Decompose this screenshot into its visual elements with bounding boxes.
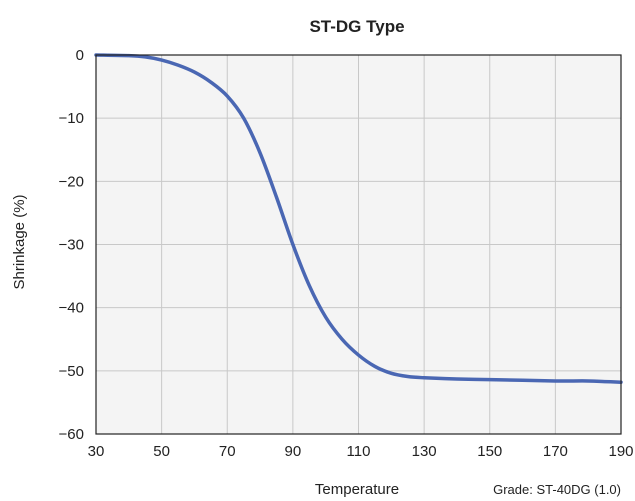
x-axis-label: Temperature: [315, 481, 399, 498]
series-layer: [94, 53, 623, 384]
y-axis-ticks: 0 −10 −20 −30 −40 −50 −60: [59, 47, 84, 443]
x-tick-label: 50: [153, 443, 170, 460]
plot-frame: [95, 54, 622, 435]
y-tick-label: −60: [59, 426, 84, 443]
x-tick-label: 150: [477, 443, 502, 460]
x-tick-label: 130: [412, 443, 437, 460]
x-tick-label: 110: [347, 443, 371, 460]
x-tick-label: 70: [219, 443, 236, 460]
y-tick-label: −50: [59, 363, 84, 380]
x-tick-label: 90: [285, 443, 302, 460]
x-tick-label: 30: [88, 443, 105, 460]
x-tick-label: 170: [543, 443, 568, 460]
y-tick-label: 0: [76, 47, 84, 64]
y-tick-label: −10: [59, 110, 84, 127]
y-tick-label: −30: [59, 237, 84, 254]
x-axis-ticks: 30 50 70 90 110 130 150 170 190: [88, 443, 634, 460]
grade-annotation: Grade: ST-40DG (1.0): [493, 482, 621, 497]
series-line: [94, 53, 623, 384]
chart-title: ST-DG Type: [309, 17, 404, 36]
y-tick-label: −40: [59, 300, 84, 317]
y-tick-label: −20: [59, 173, 84, 190]
y-axis-label: Shrinkage (%): [11, 194, 28, 289]
x-tick-label: 190: [608, 443, 633, 460]
